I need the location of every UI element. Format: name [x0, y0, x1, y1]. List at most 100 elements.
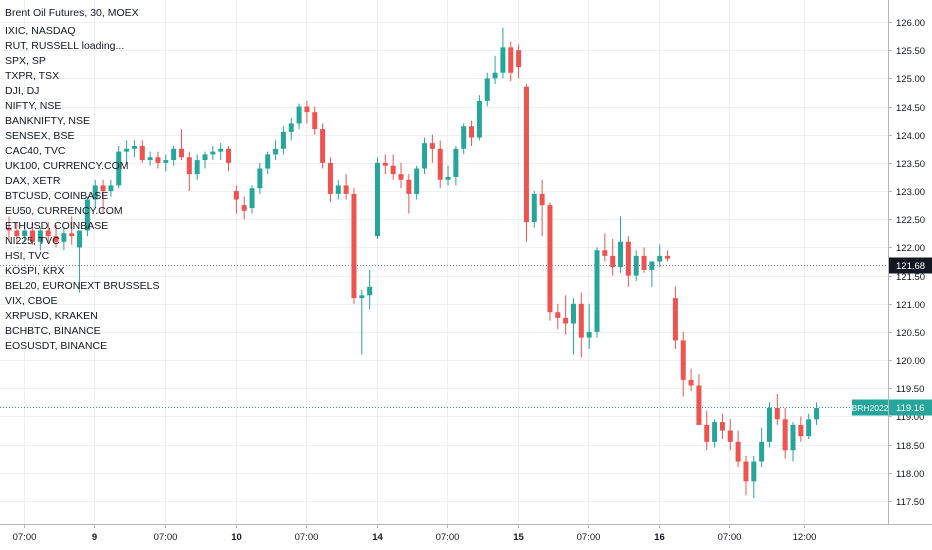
- x-tick-label: 07:00: [718, 532, 742, 543]
- candle-body: [500, 47, 506, 73]
- x-tick-label: 10: [231, 532, 242, 543]
- candle-body: [727, 430, 733, 442]
- candle: [77, 230, 83, 293]
- candle: [437, 140, 443, 189]
- time-axis[interactable]: 07:00 9 07:00 10 07:00 14 07:00 15 07:00 16 07:00 1…: [13, 524, 817, 543]
- candle-body: [508, 47, 514, 73]
- candle: [178, 129, 184, 161]
- symbol-legend: IXIC, NASDAQ RUT, RUSSELL loading... SPX, …: [5, 25, 159, 352]
- candle: [288, 117, 294, 141]
- candle: [335, 179, 341, 200]
- candle-body: [563, 317, 569, 324]
- overlay-symbol: BEL20, EURONEXT BRUSSELS: [5, 280, 159, 292]
- candle: [578, 292, 584, 358]
- candle-body: [226, 148, 232, 163]
- candle-body: [6, 227, 12, 231]
- candle-body: [312, 112, 318, 130]
- candle: [798, 416, 804, 442]
- candle-body: [147, 157, 153, 161]
- price-badges: 121.68 BRH2022 119.16: [852, 257, 932, 416]
- candle: [186, 151, 192, 192]
- candle: [155, 151, 161, 169]
- y-tick-label: 125.00: [896, 74, 925, 85]
- candle-body: [210, 151, 216, 155]
- y-tick-label: 123.00: [896, 187, 925, 198]
- overlay-symbol: RUT, RUSSELL loading...: [5, 40, 124, 52]
- x-tick-label: 16: [654, 532, 665, 543]
- candle: [14, 222, 20, 242]
- candle: [320, 123, 326, 169]
- candle-body: [774, 408, 780, 420]
- candle: [719, 413, 725, 440]
- crosshair-price-badge: [889, 257, 932, 274]
- candle-body: [539, 193, 545, 206]
- candle: [163, 154, 169, 172]
- candle-body: [265, 154, 271, 169]
- candle: [516, 44, 522, 79]
- price-axis[interactable]: 126.00 125.50 125.00 124.50 124.00 123.50 123.…: [888, 18, 925, 508]
- candle: [602, 233, 608, 262]
- candle-body: [602, 250, 608, 256]
- last-price-badge: [889, 399, 932, 416]
- candle: [641, 247, 647, 273]
- overlay-symbol: BCHBTC, BINANCE: [5, 325, 101, 337]
- overlay-symbol: EU50, CURRENCY.COM: [5, 205, 123, 217]
- candle: [194, 154, 200, 180]
- candle-body: [257, 168, 263, 189]
- y-tick-label: 121.50: [896, 272, 925, 283]
- candle: [147, 151, 153, 166]
- candle-body: [672, 298, 678, 341]
- candle-body: [77, 230, 83, 248]
- candle-body: [531, 193, 537, 223]
- last-price-label: 119.16: [896, 403, 924, 414]
- candle-body: [53, 236, 59, 242]
- candle-body: [108, 185, 114, 192]
- overlay-symbol: SPX, SP: [5, 55, 46, 67]
- candle-body: [139, 145, 145, 161]
- candle-body: [422, 143, 428, 169]
- candle-body: [327, 162, 333, 194]
- candle: [759, 427, 765, 468]
- candle-body: [555, 312, 561, 318]
- candle: [531, 191, 537, 228]
- crosshair-price-label: 121.68: [896, 261, 925, 272]
- candle: [343, 174, 349, 200]
- x-tick-label: 14: [372, 532, 383, 543]
- candle: [226, 145, 232, 172]
- candle: [508, 41, 514, 82]
- symbol-badge: [852, 399, 888, 416]
- y-tick-label: 118.00: [896, 469, 924, 480]
- overlay-symbol: NI225, TVC: [5, 235, 60, 247]
- candle-body: [766, 408, 772, 442]
- candle: [69, 216, 75, 245]
- candle-body: [523, 86, 529, 223]
- candle: [53, 224, 59, 248]
- candle-body: [14, 230, 20, 237]
- candle: [265, 151, 271, 175]
- candle-body: [657, 255, 663, 262]
- overlay-symbol: TXPR, TSX: [5, 70, 59, 82]
- candle: [547, 202, 553, 321]
- x-tick-label: 07:00: [154, 532, 178, 543]
- candle: [406, 174, 412, 214]
- candle-body: [374, 162, 380, 237]
- grid: [0, 0, 888, 524]
- overlay-symbol: VIX, CBOE: [5, 295, 58, 307]
- candle-body: [429, 143, 435, 149]
- overlay-symbol: SENSEX, BSE: [5, 130, 74, 142]
- candle-body: [665, 255, 671, 259]
- candle: [790, 422, 796, 462]
- candle-body: [688, 379, 694, 386]
- overlay-symbol: BANKNIFTY, NSE: [5, 115, 90, 127]
- candle-body: [335, 185, 341, 194]
- candle: [92, 179, 98, 208]
- candle: [696, 374, 702, 425]
- candle: [382, 154, 388, 175]
- candle: [241, 196, 247, 220]
- candle: [665, 250, 671, 262]
- candle: [351, 188, 357, 304]
- candle-body: [696, 385, 702, 425]
- y-tick-label: 124.00: [896, 131, 925, 142]
- y-tick-label: 122.00: [896, 243, 925, 254]
